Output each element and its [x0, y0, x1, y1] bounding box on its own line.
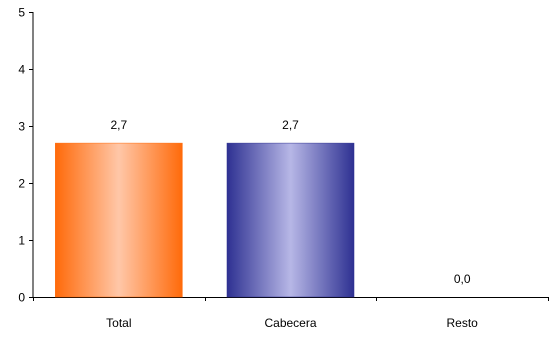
y-tick-label: 0	[18, 291, 25, 305]
category-label-cabecera: Cabecera	[264, 316, 316, 330]
data-label-resto: 0,0	[454, 272, 471, 286]
data-label-total: 2,7	[110, 118, 127, 132]
y-tick-label: 2	[18, 177, 25, 191]
bar-total	[55, 142, 183, 298]
x-axis	[33, 297, 549, 301]
y-tick-label: 1	[18, 234, 25, 248]
y-tick-label: 4	[18, 63, 25, 77]
y-axis: 0 1 2 3 4 5	[18, 6, 34, 305]
y-tick-label: 5	[18, 6, 25, 20]
y-tick-label: 3	[18, 120, 25, 134]
category-label-resto: Resto	[446, 316, 478, 330]
data-label-cabecera: 2,7	[282, 118, 299, 132]
bar-cabecera	[226, 142, 355, 298]
data-labels-group: 2,7 2,7 0,0	[110, 118, 470, 286]
category-labels-group: Total Cabecera Resto	[106, 316, 478, 330]
category-label-total: Total	[106, 316, 131, 330]
bars-group	[55, 142, 355, 298]
